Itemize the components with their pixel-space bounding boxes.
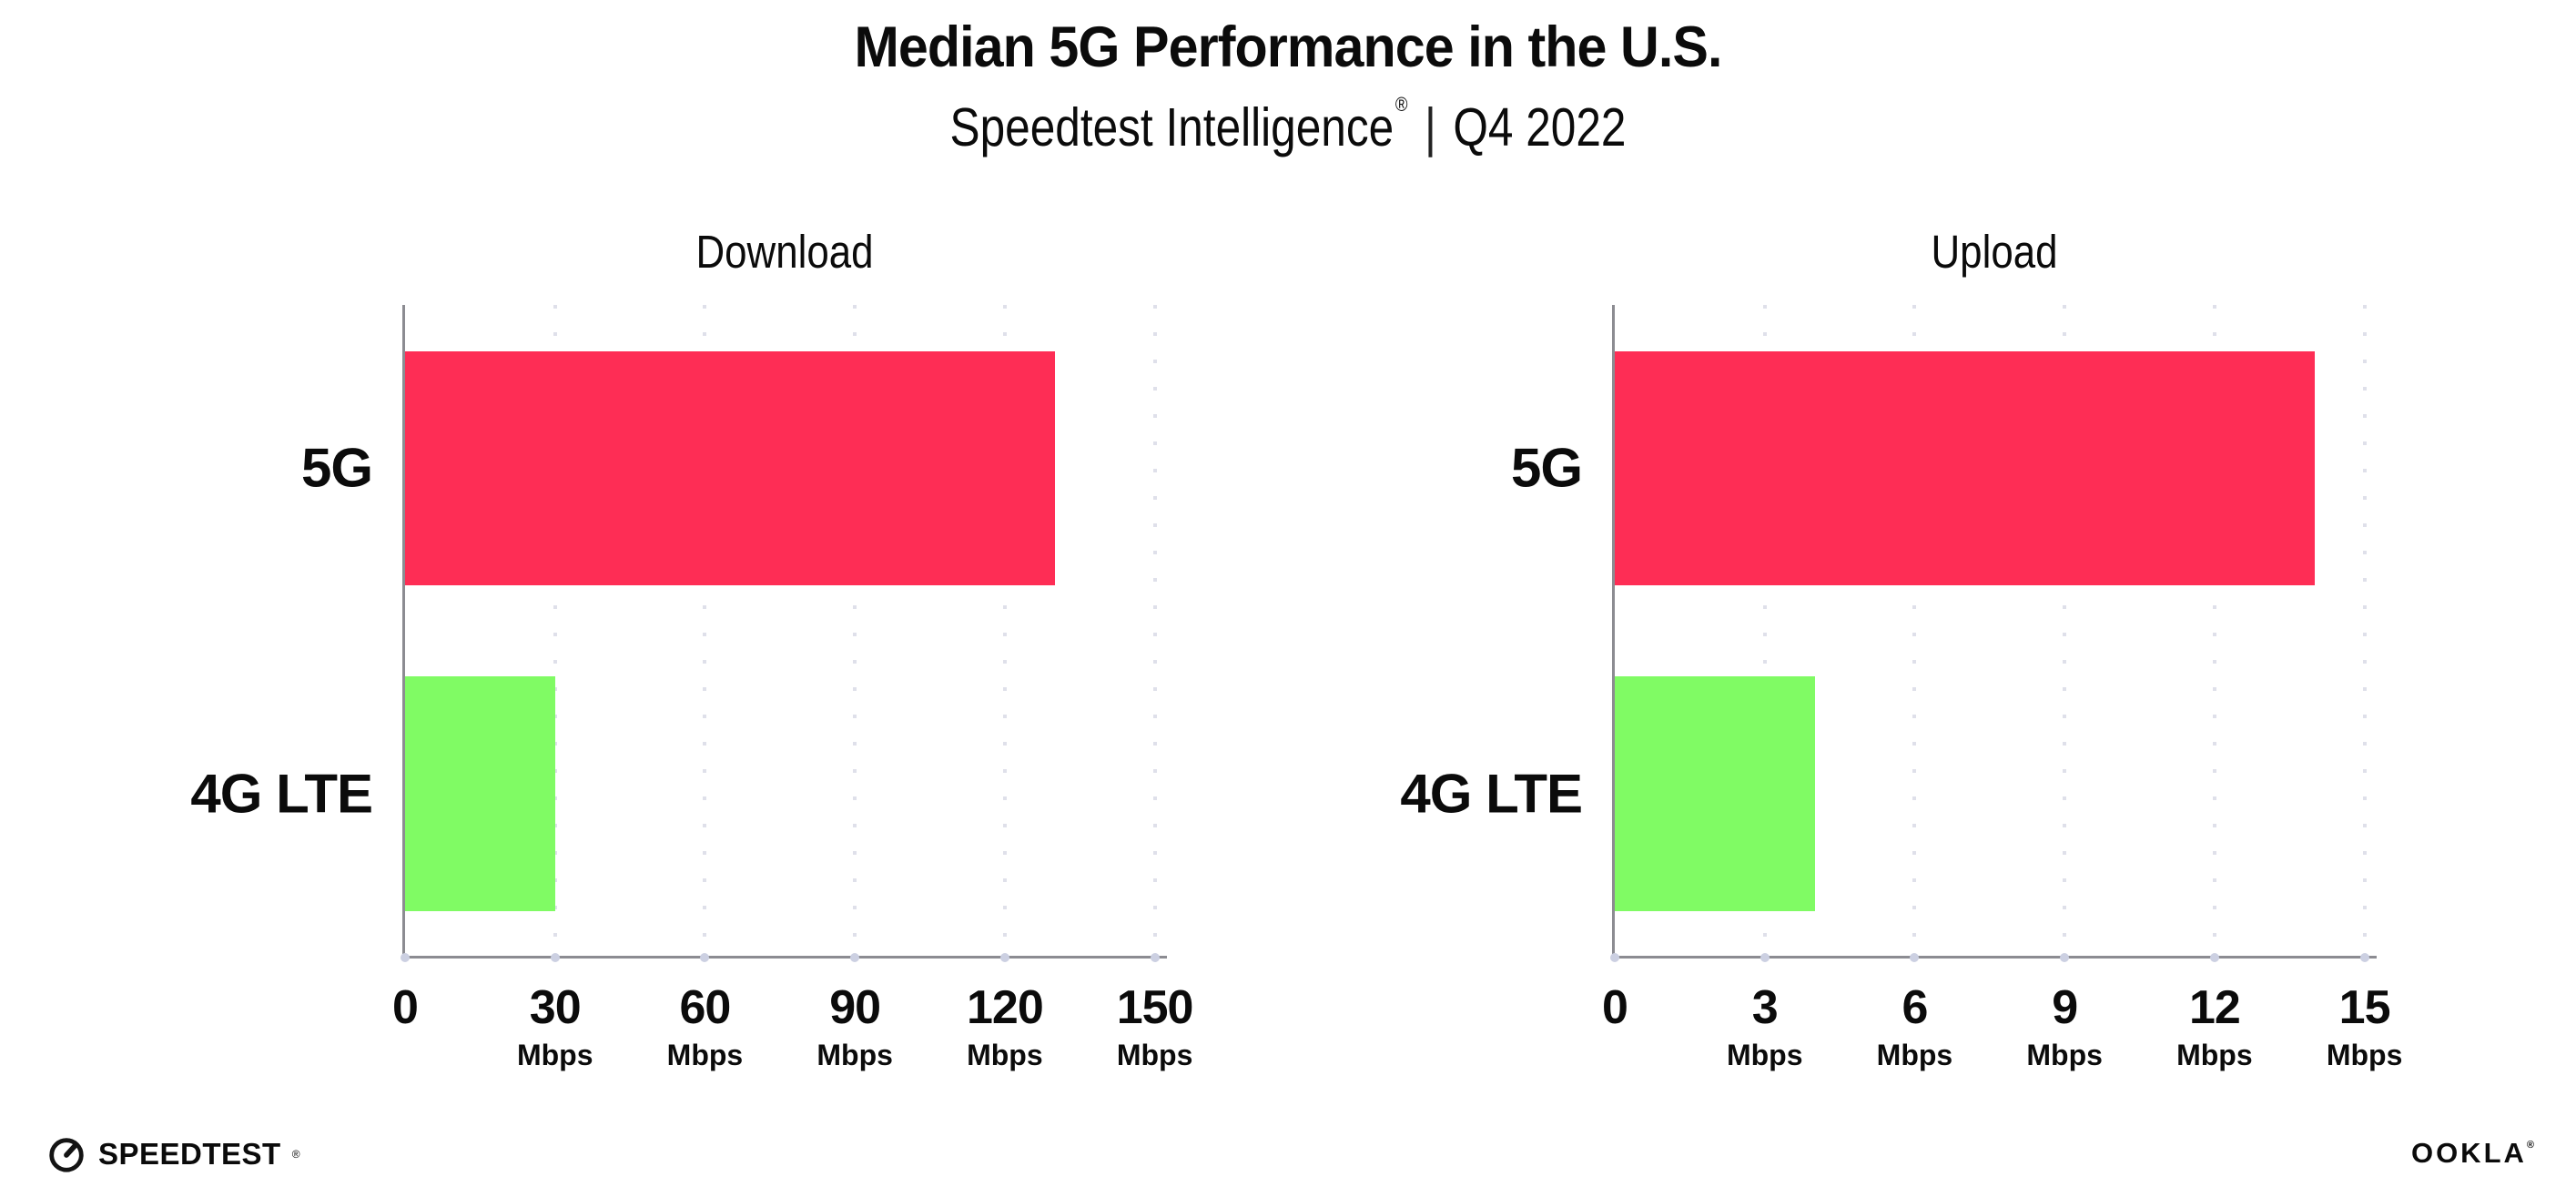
upload-plot-area: 5G 4G LTE: [1400, 305, 2377, 962]
x-tick-unit: Mbps: [816, 1039, 893, 1071]
x-tick-label: 90 Mbps: [816, 984, 893, 1070]
x-tick-label: 120 Mbps: [966, 981, 1044, 1071]
x-tick-label: 0: [392, 981, 419, 1034]
bar-5g-download: [405, 350, 1055, 586]
x-tick-label: 6 Mbps: [1877, 984, 1953, 1070]
x-tick-label: 9 Mbps: [2026, 984, 2103, 1070]
category-label-5g: 5G: [300, 437, 373, 499]
x-tick-unit: Mbps: [1876, 1039, 1953, 1071]
x-tick-label: 15 Mbps: [2327, 984, 2403, 1070]
speedtest-trademark: ®: [291, 1148, 300, 1161]
axis-tick-dot: [700, 953, 710, 962]
upload-chart-title: Upload: [1931, 226, 2058, 278]
axis-tick-dot: [1910, 953, 1920, 962]
subtitle-period: Q4 2022: [1453, 97, 1627, 157]
x-tick-value: 6: [1902, 981, 1928, 1034]
axis-tick-dot: [850, 953, 860, 962]
axis-tick-dot: [1150, 953, 1160, 962]
x-tick-value: 3: [1751, 981, 1779, 1034]
page-header: Median 5G Performance in the U.S. Speedt…: [0, 15, 2576, 158]
axis-tick-dot: [2359, 953, 2369, 962]
speedtest-logo-text: SPEEDTEST: [98, 1137, 281, 1171]
download-x-axis-labels: 0 30 Mbps 60 Mbps 90 Mbps 120 Mbps 150 Mbps: [392, 981, 1193, 1111]
upload-chart: Upload 5G 4G LTE 0 3 Mbps 6 Mbps 9 Mbps 12 Mbps 15…: [1400, 226, 2402, 1070]
speedtest-gauge-icon: [49, 1138, 84, 1172]
x-tick-unit: Mbps: [666, 1039, 744, 1071]
axis-tick-dot: [1760, 953, 1770, 962]
gridline: [2362, 305, 2367, 956]
page-subtitle: Speedtest Intelligence® | Q4 2022: [206, 93, 2369, 158]
category-label-5g: 5G: [1510, 437, 1583, 499]
gridline: [1762, 305, 1767, 956]
gridline: [2063, 305, 2067, 956]
x-tick-label: 30 Mbps: [517, 984, 593, 1070]
x-tick-label: 150 Mbps: [1116, 981, 1194, 1071]
x-tick-label: 60 Mbps: [667, 984, 744, 1070]
axis-tick-dot: [550, 953, 560, 962]
page-title: Median 5G Performance in the U.S.: [854, 15, 1723, 79]
ookla-trademark: ®: [2526, 1140, 2534, 1151]
gridline: [553, 305, 557, 956]
x-tick-value: 150: [1116, 981, 1194, 1034]
x-tick-value: 60: [679, 981, 732, 1034]
x-tick-label: 3 Mbps: [1727, 984, 1803, 1070]
x-tick-value: 12: [2188, 981, 2241, 1034]
bar-4g-lte-upload: [1615, 676, 1815, 911]
upload-x-axis-labels: 0 3 Mbps 6 Mbps 9 Mbps 12 Mbps 15 Mbps: [1602, 984, 2402, 1111]
x-tick-unit: Mbps: [967, 1039, 1043, 1071]
download-chart-title: Download: [695, 226, 874, 278]
x-tick-unit: Mbps: [1116, 1039, 1193, 1071]
gridline: [1912, 305, 1917, 956]
axis-tick-dot: [2209, 953, 2219, 962]
ookla-logo: OOKLA®: [2411, 1137, 2534, 1170]
axis-tick-dot: [1610, 953, 1619, 962]
x-tick-value: 0: [1602, 981, 1628, 1034]
axis-tick-dot: [2060, 953, 2070, 962]
x-tick-value: 120: [966, 981, 1044, 1034]
x-tick-label: 0: [1602, 984, 1628, 1031]
registered-mark: ®: [1394, 93, 1408, 116]
ookla-logo-text: OOKLA: [2410, 1137, 2527, 1169]
bar-4g-lte-download: [405, 676, 555, 911]
x-tick-unit: Mbps: [516, 1039, 593, 1071]
gridline: [1152, 305, 1157, 956]
x-tick-unit: Mbps: [1726, 1039, 1803, 1071]
subtitle-product: Speedtest Intelligence: [949, 97, 1394, 157]
x-tick-value: 90: [829, 981, 881, 1034]
category-label-4g-lte: 4G LTE: [190, 763, 373, 825]
subtitle-separator: |: [1424, 97, 1436, 157]
gridline: [2212, 305, 2216, 956]
download-chart: Download 5G 4G LTE 0 30 Mbps 60 Mbps 90 Mbps 120…: [190, 226, 1193, 1070]
axis-tick-dot: [999, 953, 1009, 962]
gridline: [703, 305, 707, 956]
x-tick-value: 15: [2338, 981, 2391, 1034]
x-tick-unit: Mbps: [2326, 1039, 2403, 1071]
x-tick-value: 30: [529, 981, 582, 1034]
x-tick-label: 12 Mbps: [2176, 984, 2253, 1070]
category-label-4g-lte: 4G LTE: [1400, 763, 1583, 825]
x-tick-unit: Mbps: [2026, 1039, 2103, 1071]
speedtest-logo: SPEEDTEST ®: [46, 1133, 300, 1175]
x-tick-value: 9: [2052, 981, 2078, 1034]
axis-tick-dot: [401, 953, 410, 962]
bar-5g-upload: [1615, 350, 2315, 586]
gridline: [1002, 305, 1007, 956]
download-plot-area: 5G 4G LTE: [190, 305, 1167, 962]
x-tick-value: 0: [392, 981, 419, 1034]
gridline: [853, 305, 857, 956]
x-tick-unit: Mbps: [2176, 1039, 2253, 1071]
